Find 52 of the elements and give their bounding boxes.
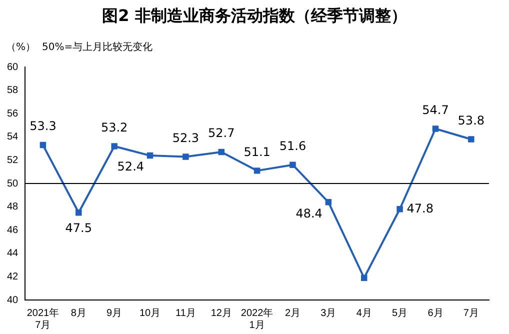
y-axis-title: （%） [6,41,36,54]
x-tick-label: 2022年 1月 [240,306,274,331]
x-tick-label: 6月 [428,308,444,319]
point [218,148,224,156]
point [40,142,46,148]
point [290,162,296,168]
data-label: 48.4 [296,206,322,220]
point [146,152,154,159]
y-tick-label: 44 [7,248,19,260]
point [432,126,439,132]
x-tick-label: 10月 [139,308,161,319]
point [111,143,118,150]
data-label: 53.2 [100,120,128,134]
data-label: 53.3 [30,119,56,134]
point [254,168,260,174]
point [76,210,82,216]
y-tick-label: 60 [7,62,19,73]
data-label: 51.6 [279,138,306,153]
y-tick-label: 42 [7,271,19,282]
x-tick-label: 4月 [356,308,372,319]
x-tick-label: 12月 [210,308,232,319]
y-tick-label: 52 [7,154,19,166]
x-tick-label: 9月 [106,308,122,319]
point [360,274,368,281]
data-label: 47.5 [65,220,92,235]
x-tick-label: 2月 [284,308,301,319]
y-tick-label: 48 [7,202,19,213]
y-tick-label: 40 [7,294,19,306]
point [325,199,332,206]
x-tick-label: 3月 [320,308,336,319]
y-tick-label: 50 [7,178,19,190]
x-tick-label: 2021年 7月 [26,306,60,331]
data-label: 47.8 [406,201,434,216]
chart-title: 图2 非制造业商务活动指数（经季节调整） [101,6,408,27]
x-tick-label: 8月 [70,308,86,319]
x-tick-label: 7月 [463,308,479,319]
y-tick-label: 56 [7,108,19,120]
data-label: 52.4 [117,160,144,174]
point [396,206,403,212]
point [468,136,474,142]
y-tick-label: 54 [7,132,19,143]
point [182,154,189,160]
data-label: 52.3 [172,130,200,145]
data-label: 51.1 [244,144,270,159]
x-tick-label: 11月 [176,308,196,319]
data-label: 53.8 [458,113,485,128]
x-tick-label: 5月 [392,308,408,319]
y-tick-label: 46 [7,224,19,236]
data-label: 54.7 [422,102,449,117]
data-label: 52.7 [208,126,235,140]
y-tick-label: 58 [7,85,19,96]
text: 50%=与上月比较无变化 [42,40,153,54]
